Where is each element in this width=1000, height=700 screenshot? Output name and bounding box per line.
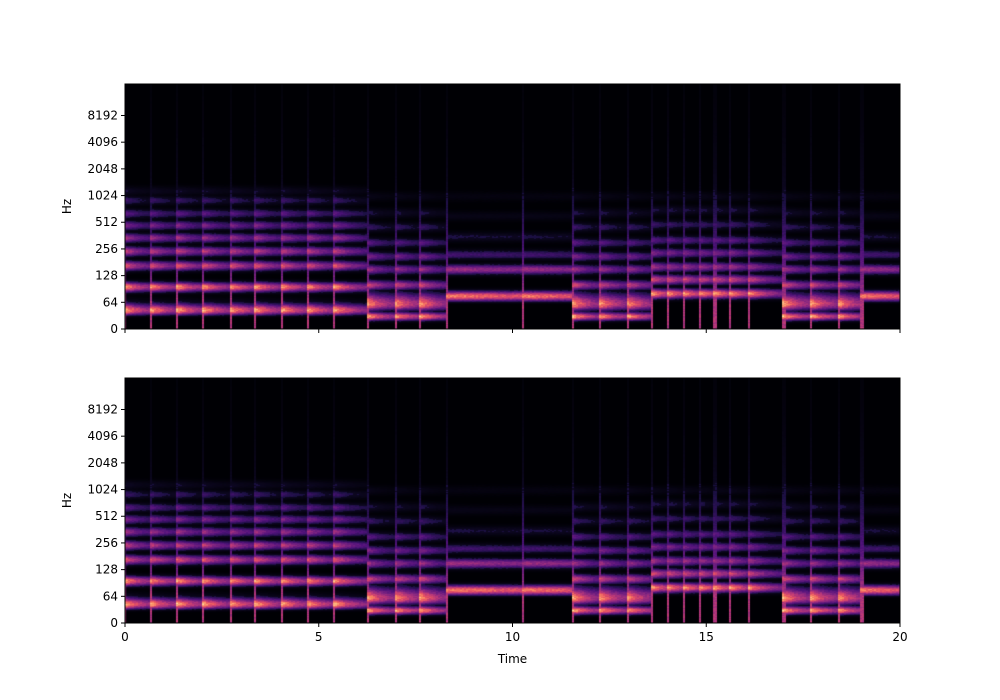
y-tick-label: 64 [103, 589, 118, 603]
y-axis-label: Hz [60, 199, 74, 214]
y-tick-label: 1024 [87, 483, 118, 497]
spectrogram-panel-2: 0 64 128 256 512 1024 2048 4096 8192 0 5 10 15 20 Hz Ti… [60, 377, 908, 666]
y-tick-label: 0 [110, 616, 118, 630]
y-tick-label: 256 [95, 536, 118, 550]
y-tick-label: 0 [110, 322, 118, 336]
y-tick-label: 2048 [87, 162, 118, 176]
y-tick-label: 128 [95, 269, 118, 283]
y-tick-label: 512 [95, 215, 118, 229]
spectrogram-panel-1: 0 64 128 256 512 1024 2048 4096 8192 Hz [60, 83, 901, 336]
x-tick-label: 5 [315, 630, 323, 644]
y-tick-label: 512 [95, 509, 118, 523]
spectrogram-heatmap [125, 84, 900, 329]
x-tick-label: 20 [892, 630, 907, 644]
y-tick-label: 1024 [87, 189, 118, 203]
y-tick-label: 2048 [87, 456, 118, 470]
y-tick-label: 8192 [87, 402, 118, 416]
y-tick-label: 128 [95, 563, 118, 577]
x-tick-label: 15 [699, 630, 714, 644]
x-tick-label: 10 [505, 630, 520, 644]
x-axis-label: Time [497, 652, 527, 666]
y-tick-label: 256 [95, 242, 118, 256]
y-tick-label: 4096 [87, 429, 118, 443]
y-tick-label: 64 [103, 295, 118, 309]
y-tick-label: 4096 [87, 135, 118, 149]
y-axis-label: Hz [60, 493, 74, 508]
spectrogram-heatmap [125, 378, 900, 623]
x-tick-label: 0 [121, 630, 129, 644]
y-tick-label: 8192 [87, 108, 118, 122]
